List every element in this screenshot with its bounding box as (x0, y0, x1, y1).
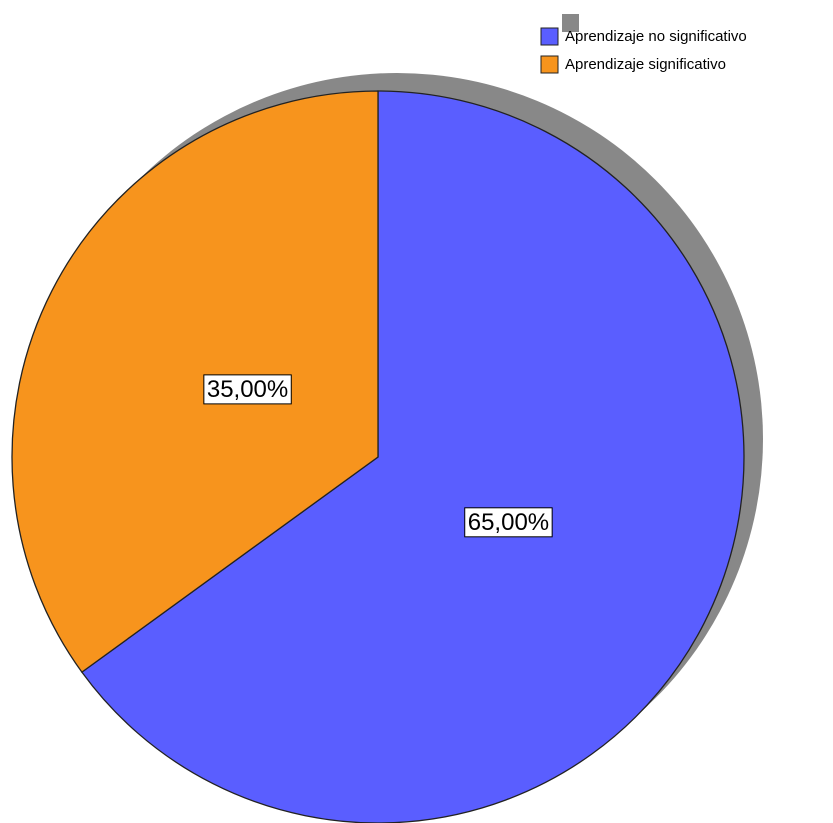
pie-slice (80, 90, 745, 823)
data-label: 35,00% (203, 374, 292, 405)
data-label: 65,00% (464, 507, 553, 538)
data-label-box (464, 507, 553, 538)
data-label-text: 35,00% (207, 376, 288, 403)
data-label-box (203, 374, 292, 405)
legend-swatch (540, 55, 559, 74)
legend-shadow (562, 14, 579, 32)
legend-swatch (540, 27, 559, 46)
legend-label: Aprendizaje no significativo (565, 28, 747, 45)
pie-slice (11, 90, 379, 674)
legend-label: Aprendizaje significativo (565, 56, 726, 73)
data-label-text: 65,00% (468, 509, 549, 536)
